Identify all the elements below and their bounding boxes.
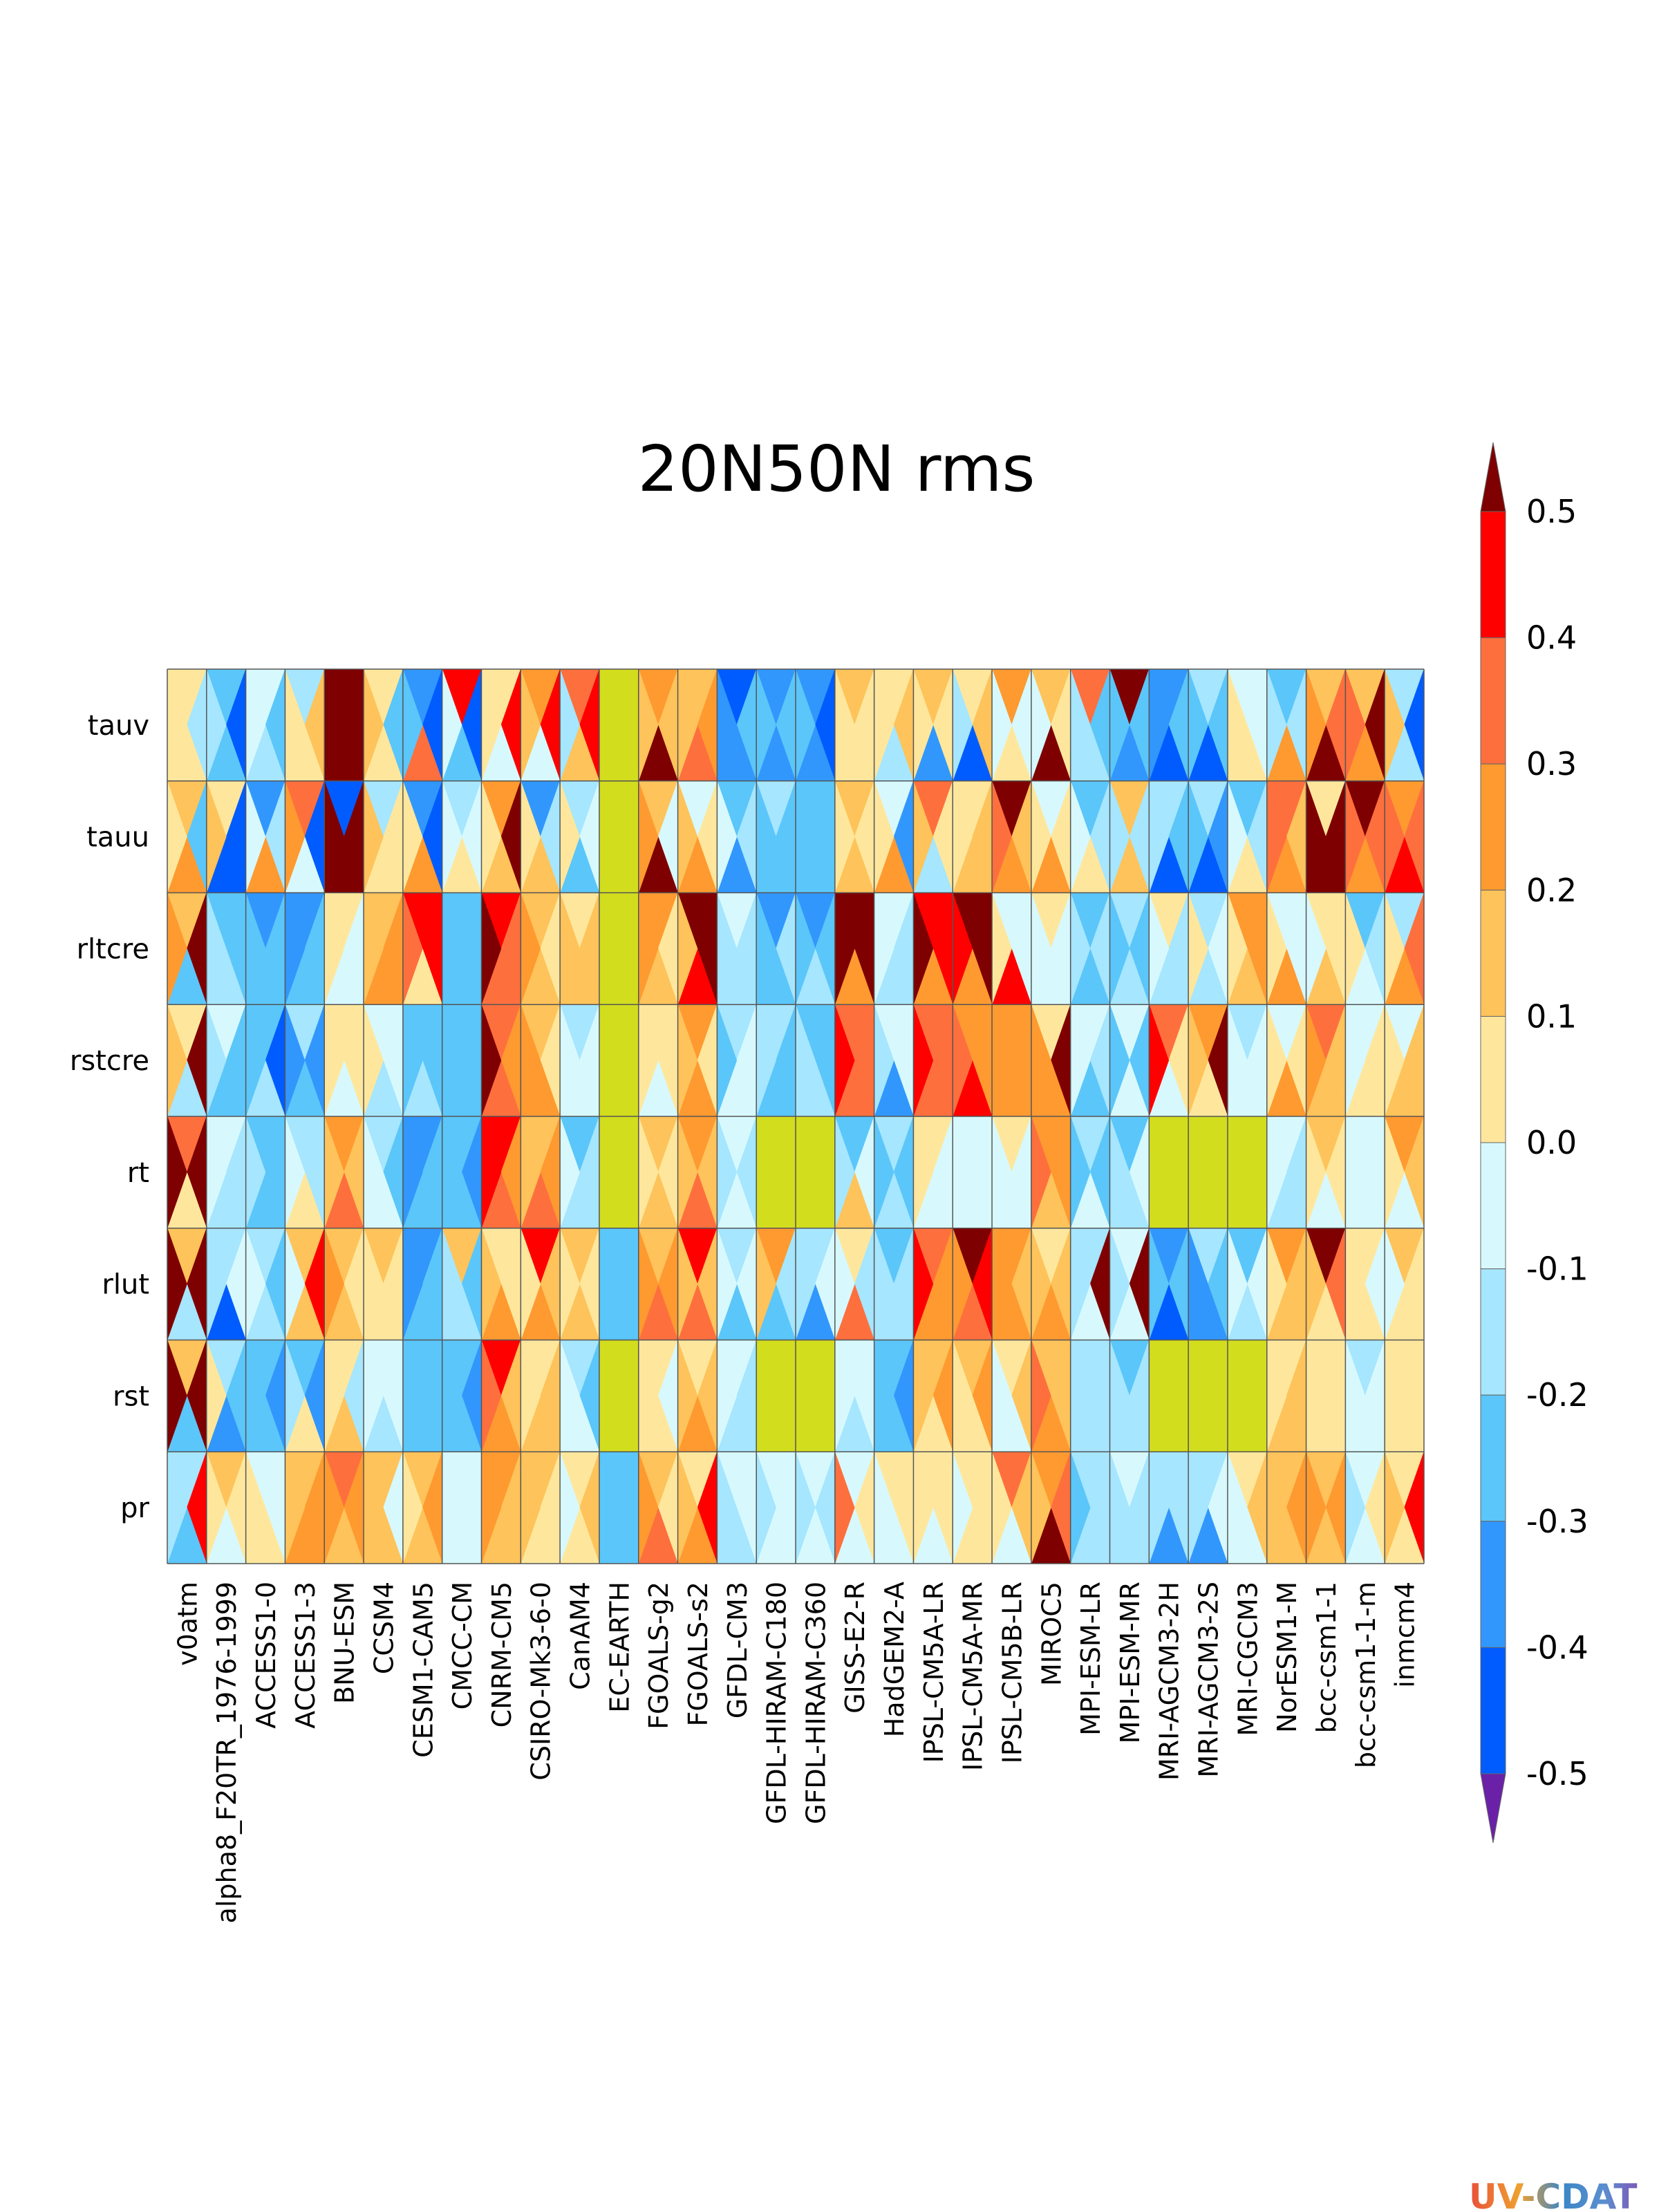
column-label-IPSL-CM5A-MR: IPSL-CM5A-MR [958,1582,988,1771]
colorbar-tick-label: 0.0 [1526,1124,1577,1161]
row-label-tauu: tauu [86,822,149,854]
colorbar-tick-label: 0.5 [1526,493,1577,530]
colorbar-tick-label: -0.1 [1526,1250,1588,1288]
row-label-tauv: tauv [88,710,149,742]
colorbar-segment [1480,763,1506,891]
colorbar-segment [1480,890,1506,1017]
column-label-GFDL-CM3: GFDL-CM3 [722,1582,753,1718]
heatmap-cells [167,668,1425,1564]
column-label-CSIRO-Mk3-6-0: CSIRO-Mk3-6-0 [526,1582,556,1781]
column-label-CCSM4: CCSM4 [368,1582,399,1674]
colorbar-tick-label: -0.4 [1526,1629,1588,1666]
colorbar-segment [1480,1521,1506,1648]
row-labels: tauv tauu rltcre rstcre rt rlut rst pr [70,710,150,1524]
colorbar-segment [1480,1647,1506,1774]
colorbar-segment [1480,1268,1506,1396]
column-label-EC-EARTH: EC-EARTH [604,1582,635,1713]
column-labels: v0atm alpha8_F20TR_1976-1999 ACCESS1-0 ACCE… [172,1582,1420,1923]
column-label-MRI-CGCM3: MRI-CGCM3 [1232,1582,1263,1736]
column-label-CESM1-CAM5: CESM1-CAM5 [408,1582,438,1758]
column-label-MRI-AGCM3-2H: MRI-AGCM3-2H [1154,1582,1185,1781]
colorbar: 0.5 0.4 0.3 0.2 0.1 0.0 -0.1 -0.2 -0.3 -0.4 -0.5 [1480,442,1588,1844]
column-label-FGOALS-s2: FGOALS-s2 [683,1582,713,1727]
colorbar-tick-label: 0.4 [1526,619,1577,657]
column-label-ACCESS1-0: ACCESS1-0 [251,1582,281,1729]
column-label-IPSL-CM5B-LR: IPSL-CM5B-LR [997,1582,1027,1763]
column-label-CNRM-CM5: CNRM-CM5 [487,1582,517,1727]
row-label-rltcre: rltcre [77,933,149,965]
column-label-HadGEM2-A: HadGEM2-A [879,1582,910,1737]
column-label-FGOALS-g2: FGOALS-g2 [644,1582,674,1730]
column-label-bcc-csm1-1-m: bcc-csm1-1-m [1351,1582,1381,1768]
colorbar-tick-label: 0.3 [1526,745,1577,782]
colorbar-segment [1480,1142,1506,1270]
column-label-inmcm4: inmcm4 [1390,1582,1421,1688]
column-label-ACCESS1-3: ACCESS1-3 [290,1582,321,1729]
column-label-NorESM1-M: NorESM1-M [1272,1582,1302,1733]
colorbar-under-triangle [1480,1773,1506,1844]
colorbar-tick-label: -0.2 [1526,1376,1588,1414]
heatmap-gridlines [167,668,1425,1564]
column-label-IPSL-CM5A-LR: IPSL-CM5A-LR [919,1582,949,1763]
colorbar-tick-label: 0.2 [1526,872,1577,909]
row-label-rst: rst [113,1380,149,1412]
column-label-MPI-ESM-LR: MPI-ESM-LR [1076,1582,1106,1736]
row-label-rstcre: rstcre [70,1045,149,1077]
column-label-MPI-ESM-MR: MPI-ESM-MR [1115,1582,1145,1743]
column-label-GISS-E2-R: GISS-E2-R [840,1582,870,1714]
colorbar-segment [1480,511,1506,639]
chart-title: 20N50N rms [638,432,1035,506]
row-label-rt: rt [127,1157,149,1189]
column-label-CanAM4: CanAM4 [565,1582,596,1690]
colorbar-tick-label: 0.1 [1526,997,1577,1035]
row-label-rlut: rlut [102,1269,149,1301]
column-label-v0atm: v0atm [172,1582,203,1666]
colorbar-tick-label: -0.3 [1526,1503,1588,1540]
colorbar-tick-label: -0.5 [1526,1755,1588,1792]
column-label-MIROC5: MIROC5 [1036,1582,1067,1686]
colorbar-segment [1480,637,1506,765]
column-label-alpha8_F20TR_1976-1999: alpha8_F20TR_1976-1999 [212,1582,242,1923]
row-label-pr: pr [120,1492,149,1524]
colorbar-over-triangle [1480,442,1506,512]
column-label-GFDL-HIRAM-C180: GFDL-HIRAM-C180 [762,1582,792,1824]
column-label-CMCC-CM: CMCC-CM [447,1582,478,1709]
column-label-GFDL-HIRAM-C360: GFDL-HIRAM-C360 [800,1582,831,1824]
column-label-MRI-AGCM3-2S: MRI-AGCM3-2S [1194,1582,1224,1778]
colorbar-segment [1480,1015,1506,1143]
uvcdat-logo: UV-CDAT [1469,2177,1638,2212]
colorbar-segment [1480,1394,1506,1522]
column-label-BNU-ESM: BNU-ESM [330,1582,360,1704]
logo-text: UV-CDAT [1469,2177,1638,2212]
column-label-bcc-csm1-1: bcc-csm1-1 [1311,1582,1342,1733]
